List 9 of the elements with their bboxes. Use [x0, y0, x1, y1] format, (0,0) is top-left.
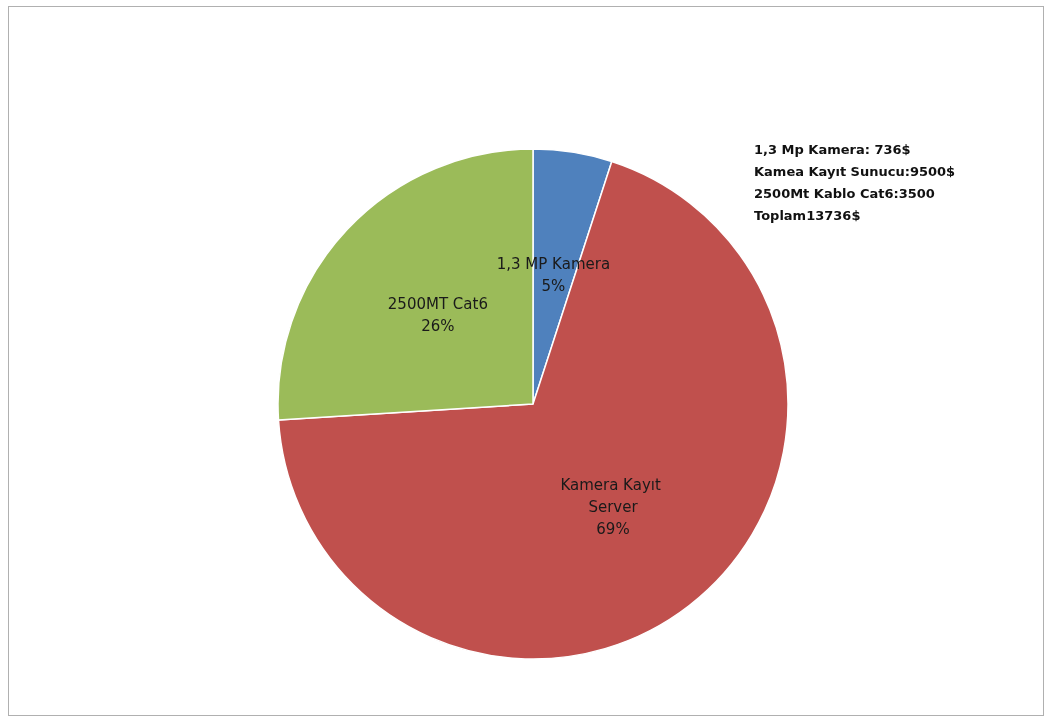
- data-label: 5%: [541, 277, 566, 296]
- slice-label: 2500MT Cat6: [387, 294, 488, 313]
- text: 1,3 Mp Kamera: 736$: [754, 142, 911, 157]
- text: Toplam13736$: [754, 208, 861, 223]
- data-label: 69%: [596, 520, 630, 539]
- slice-label: Kamera Kayıt Server: [560, 476, 666, 517]
- data-label: 26%: [421, 316, 455, 335]
- text: 2500Mt Kablo Cat6:3500: [754, 186, 935, 201]
- text: Kamea Kayıt Sunucu:9500$: [754, 164, 956, 179]
